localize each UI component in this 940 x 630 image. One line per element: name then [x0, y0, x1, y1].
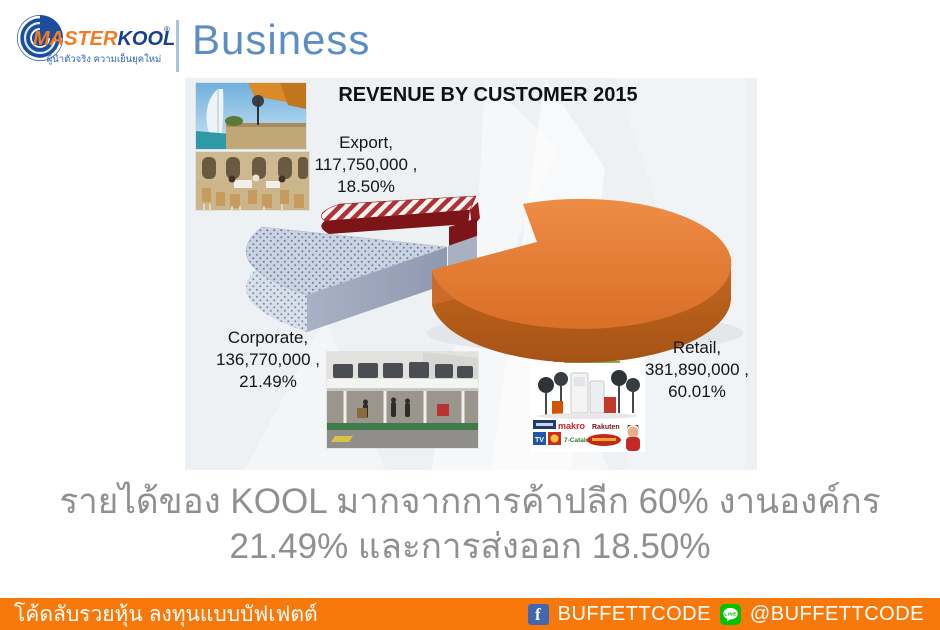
label-export-pct: 18.50%: [337, 177, 395, 196]
pie-chart: [245, 195, 743, 363]
footer-brand-text: โค้ดลับรวยหุ้น ลงทุนแบบบัฟเฟตต์: [14, 602, 318, 626]
section-title: Business: [192, 16, 371, 63]
line-icon: LINE: [719, 603, 741, 625]
product-lineup: [537, 370, 640, 419]
label-export: Export, 117,750,000 , 18.50%: [276, 132, 456, 198]
label-export-value: 117,750,000 ,: [314, 155, 418, 174]
label-retail: Retail, 381,890,000 , 60.01%: [607, 337, 787, 403]
chart-title: REVENUE BY CUSTOMER 2015: [338, 84, 638, 106]
facebook-handle: BUFFETTCODE: [557, 602, 711, 625]
label-export-name: Export,: [339, 133, 393, 152]
pie-slice-export-side: [321, 210, 470, 234]
burj-building: [206, 89, 224, 139]
cafe-tables-chairs: [202, 174, 304, 210]
photo-burj-al-arab: [196, 83, 306, 149]
masterkool-swirl-icon: [17, 15, 63, 61]
pie-slice-corporate-top: [245, 226, 448, 296]
facebook-icon: f: [527, 603, 549, 625]
workers: [357, 397, 449, 418]
cartoon-girl: [627, 426, 639, 438]
logo-tagline: ผู้นำตัวจริง ความเย็นยุคใหม่: [47, 52, 162, 65]
masterkool-wordmark: MASTERKOOL: [33, 28, 175, 50]
label-corporate-name: Corporate,: [227, 328, 309, 347]
cafe-arches: [202, 157, 308, 179]
headline-line2: 21.49% และการส่งออก 18.50%: [229, 527, 711, 566]
svg-text:LINE: LINE: [724, 611, 737, 617]
pie-slice-export-top: [321, 195, 477, 222]
label-corporate-pct: 21.49%: [239, 372, 297, 391]
line-handle: @BUFFETTCODE: [749, 602, 924, 625]
retailer-logos: makro Rakuten TV 7-Catalog: [533, 420, 640, 451]
svg-text:Rakuten: Rakuten: [592, 424, 620, 431]
footer-social: f BUFFETTCODE LINE @BUFFETTCODE: [527, 602, 924, 626]
photo-factory-cooling: [327, 352, 478, 448]
headline-line1: รายได้ของ KOOL มากจากการค้าปลีก 60% งานอ…: [59, 482, 881, 521]
svg-text:TV: TV: [535, 437, 544, 444]
canopy-posts: [343, 391, 465, 424]
label-retail-name: Retail,: [672, 338, 722, 357]
svg-text:7-Catalog: 7-Catalog: [564, 437, 594, 444]
svg-text:makro: makro: [558, 421, 586, 431]
label-retail-value: 381,890,000 ,: [645, 360, 749, 379]
label-corporate-value: 136,770,000 ,: [216, 350, 320, 369]
masterkool-logo: MASTERKOOL ® ผู้นำตัวจริง ความเย็นยุคใหม…: [17, 15, 175, 65]
photo-outdoor-cafe: [196, 152, 309, 210]
pie-slice-corporate: [245, 226, 448, 332]
pie-slice-retail-top: [432, 198, 732, 329]
footer-bar: โค้ดลับรวยหุ้น ลงทุนแบบบัฟเฟตต์ f BUFFET…: [0, 598, 940, 630]
pie-slice-retail-side: [432, 264, 731, 363]
pie-slice-retail: [432, 198, 732, 363]
headline: รายได้ของ KOOL มากจากการค้าปลีก 60% งานอ…: [0, 479, 940, 569]
pie-slice-corporate-front: [307, 247, 447, 332]
label-corporate: Corporate, 136,770,000 , 21.49%: [178, 327, 358, 393]
header-divider: [176, 20, 179, 72]
registered-mark: ®: [164, 25, 170, 34]
chart-panel: REVENUE BY CUSTOMER 2015: [185, 78, 757, 470]
rooftop-cooler-units: [333, 362, 473, 378]
label-retail-pct: 60.01%: [668, 382, 726, 401]
